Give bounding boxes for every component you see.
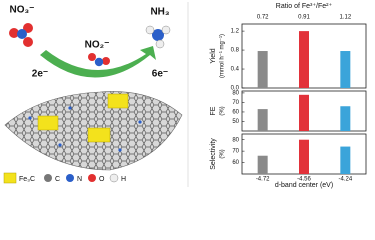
legend-swatch bbox=[44, 174, 52, 182]
no3-molecule bbox=[9, 23, 33, 47]
bar bbox=[299, 31, 309, 88]
y-axis-title: Yield bbox=[210, 48, 217, 63]
legend-swatch bbox=[109, 173, 119, 183]
y-axis-unit: (%) bbox=[220, 106, 226, 115]
no2-molecule bbox=[88, 53, 110, 67]
y-tick-label: 80 bbox=[232, 137, 239, 143]
y-axis-unit: (mmol h⁻¹ mg⁻¹) bbox=[220, 34, 226, 78]
bar bbox=[340, 51, 351, 88]
bar bbox=[299, 94, 309, 131]
illustration: NO₃⁻ NO₂⁻ NH₃ 2e⁻ 6e⁻ Fe₃C C N bbox=[3, 5, 183, 184]
legend-swatch bbox=[66, 174, 74, 182]
y-tick-label: 70 bbox=[232, 149, 239, 155]
y-tick-label: 1.2 bbox=[231, 29, 240, 35]
bar bbox=[257, 155, 268, 174]
species-label: NO₃⁻ bbox=[10, 5, 35, 16]
legend-label: C bbox=[55, 176, 60, 183]
species-label: NH₃ bbox=[150, 7, 169, 18]
y-tick-label: 70 bbox=[232, 100, 239, 106]
legend-swatch bbox=[3, 172, 17, 184]
species-label: NO₂⁻ bbox=[85, 40, 110, 51]
x2-axis-title: Ratio of Fe³⁺/Fe²⁺ bbox=[276, 3, 333, 10]
y-tick-label: 60 bbox=[232, 160, 239, 166]
legend-label: O bbox=[99, 176, 105, 183]
y-tick-label: 80 bbox=[232, 90, 239, 96]
electron-label: 2e⁻ bbox=[32, 69, 48, 80]
y-tick-label: 60 bbox=[232, 110, 239, 116]
y-tick-label: 50 bbox=[232, 119, 239, 125]
y-tick-label: 0.4 bbox=[231, 67, 240, 73]
bar bbox=[299, 139, 309, 174]
y-axis-unit: (%) bbox=[220, 149, 226, 158]
graphical-abstract: NO₃⁻ NO₂⁻ NH₃ 2e⁻ 6e⁻ Fe₃C C N bbox=[3, 2, 367, 189]
y-axis-title: Selectivity bbox=[210, 138, 217, 170]
legend-label: H bbox=[121, 176, 126, 183]
y-tick-label: 0.0 bbox=[231, 86, 240, 92]
x-tick-label: -4.24 bbox=[338, 177, 352, 183]
bar bbox=[257, 109, 268, 131]
n-dopants bbox=[28, 106, 142, 152]
bar bbox=[257, 51, 268, 88]
fe3c-clusters bbox=[37, 93, 129, 143]
bar bbox=[340, 146, 351, 174]
electron-label: 6e⁻ bbox=[152, 69, 168, 80]
y-axis-title: FE bbox=[210, 106, 217, 115]
x-tick-label: -4.56 bbox=[297, 177, 311, 183]
x-tick-label: -4.72 bbox=[256, 177, 270, 183]
reaction-arrow bbox=[40, 46, 156, 78]
legend-label: Fe₃C bbox=[19, 176, 35, 183]
legend-swatch bbox=[88, 174, 96, 182]
y-tick-label: 0.8 bbox=[231, 48, 240, 54]
x2-tick-label: 0.72 bbox=[257, 15, 269, 21]
x2-tick-label: 0.91 bbox=[298, 15, 310, 21]
nh3-molecule bbox=[145, 25, 171, 49]
x2-tick-label: 1.12 bbox=[339, 15, 351, 21]
x-axis-title: d-band center (eV) bbox=[275, 182, 333, 189]
legend-label: N bbox=[77, 176, 82, 183]
bar bbox=[340, 106, 351, 131]
